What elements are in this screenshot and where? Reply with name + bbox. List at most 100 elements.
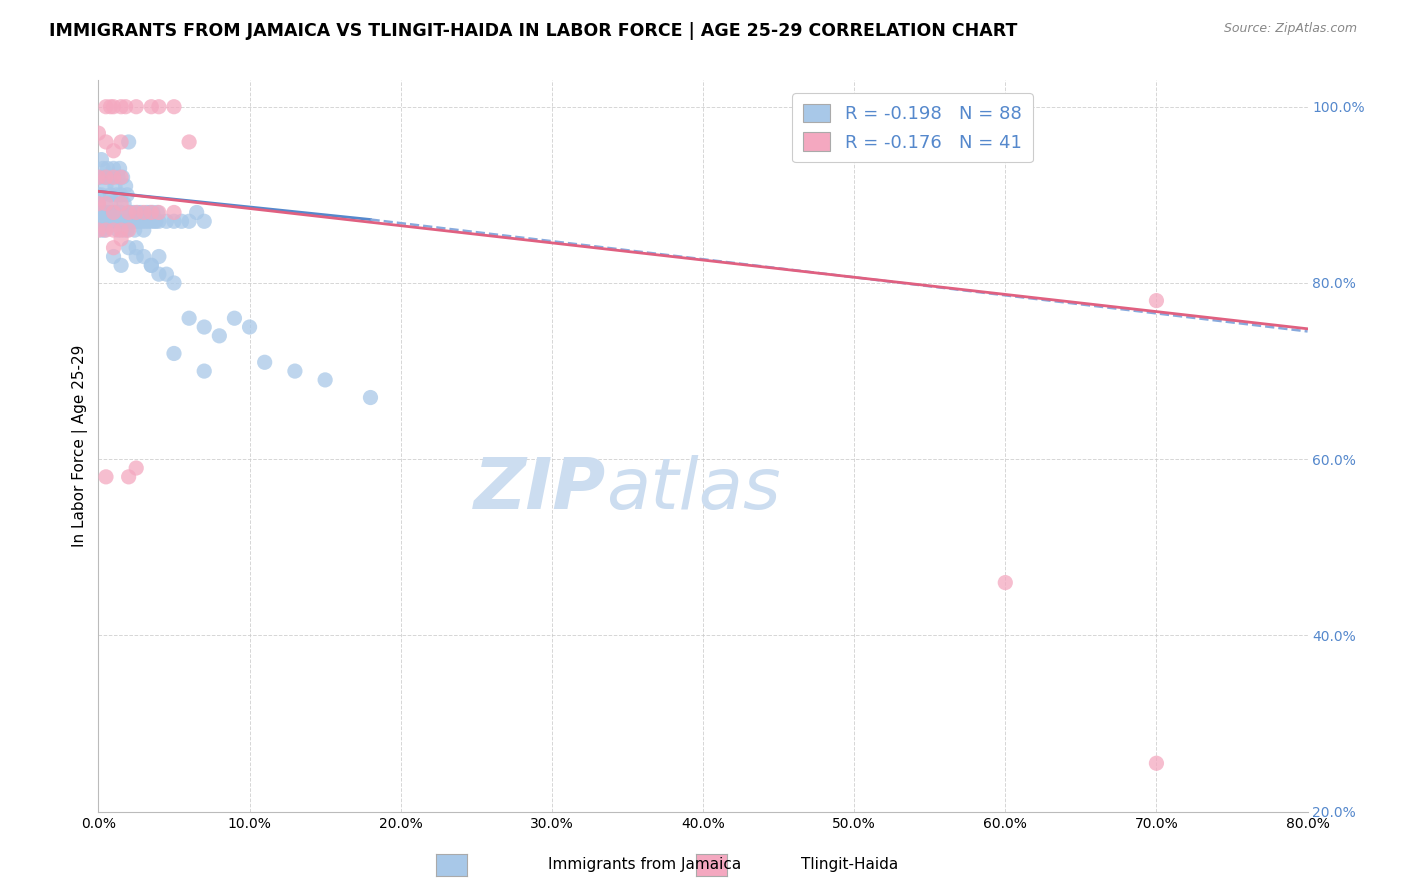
- Point: [186, 205, 208, 219]
- Text: ZIP: ZIP: [474, 456, 606, 524]
- Point: [94, 179, 117, 194]
- Point: [103, 170, 125, 185]
- Point: [110, 170, 132, 185]
- Point: [90, 223, 112, 237]
- Point: [148, 250, 170, 264]
- Point: [98, 170, 121, 185]
- Point: [125, 214, 148, 228]
- Point: [314, 373, 336, 387]
- Point: [105, 205, 128, 219]
- Point: [94, 205, 117, 219]
- Point: [155, 267, 177, 281]
- Point: [87, 196, 110, 211]
- Point: [124, 223, 146, 237]
- Point: [125, 100, 148, 114]
- Point: [94, 470, 117, 484]
- Point: [112, 196, 135, 211]
- Point: [114, 179, 136, 194]
- Point: [145, 214, 167, 228]
- Point: [87, 126, 110, 140]
- Point: [87, 196, 110, 211]
- Point: [103, 223, 125, 237]
- Point: [98, 205, 121, 219]
- Point: [125, 241, 148, 255]
- Point: [94, 196, 117, 211]
- Point: [108, 214, 131, 228]
- Point: [110, 232, 132, 246]
- Point: [1144, 756, 1167, 771]
- Point: [115, 223, 138, 237]
- Point: [118, 241, 141, 255]
- Point: [87, 170, 110, 185]
- Point: [110, 205, 132, 219]
- Point: [170, 214, 193, 228]
- Point: [132, 205, 155, 219]
- Point: [111, 214, 134, 228]
- Point: [112, 223, 135, 237]
- Point: [94, 223, 117, 237]
- Point: [143, 214, 166, 228]
- Point: [142, 205, 165, 219]
- Point: [179, 135, 201, 149]
- Point: [224, 311, 246, 326]
- Point: [100, 187, 122, 202]
- Point: [110, 187, 132, 202]
- Point: [1144, 293, 1167, 308]
- Point: [118, 223, 141, 237]
- Point: [125, 205, 148, 219]
- Point: [89, 170, 111, 185]
- Point: [148, 267, 170, 281]
- Point: [239, 320, 262, 334]
- Point: [141, 205, 163, 219]
- Point: [148, 100, 170, 114]
- Point: [139, 205, 162, 219]
- Point: [93, 214, 115, 228]
- Point: [110, 258, 132, 272]
- Point: [108, 161, 131, 176]
- Point: [110, 196, 132, 211]
- Point: [90, 153, 112, 167]
- Point: [118, 135, 141, 149]
- Point: [101, 214, 124, 228]
- Point: [87, 214, 110, 228]
- Point: [103, 100, 125, 114]
- Point: [107, 170, 129, 185]
- Point: [121, 214, 143, 228]
- Point: [179, 311, 201, 326]
- Point: [135, 205, 157, 219]
- Text: Tlingit-Haida: Tlingit-Haida: [801, 857, 898, 872]
- Point: [110, 100, 132, 114]
- Point: [360, 391, 382, 405]
- Point: [90, 187, 112, 202]
- Point: [125, 250, 148, 264]
- Point: [91, 161, 114, 176]
- Point: [122, 205, 145, 219]
- Point: [87, 187, 110, 202]
- Point: [148, 214, 170, 228]
- Point: [179, 214, 201, 228]
- Point: [96, 161, 118, 176]
- Text: atlas: atlas: [606, 456, 780, 524]
- Point: [103, 144, 125, 158]
- Point: [134, 214, 156, 228]
- Point: [193, 320, 215, 334]
- Point: [93, 170, 115, 185]
- Point: [104, 179, 127, 194]
- Point: [163, 346, 186, 360]
- Point: [163, 205, 186, 219]
- Point: [120, 205, 142, 219]
- Point: [132, 250, 155, 264]
- Point: [105, 187, 128, 202]
- Point: [94, 100, 117, 114]
- Point: [110, 223, 132, 237]
- Point: [118, 205, 141, 219]
- Y-axis label: In Labor Force | Age 25-29: In Labor Force | Age 25-29: [72, 345, 89, 547]
- Point: [208, 329, 231, 343]
- Point: [103, 205, 125, 219]
- Point: [101, 170, 124, 185]
- Point: [148, 205, 170, 219]
- Point: [110, 135, 132, 149]
- Point: [114, 214, 136, 228]
- Point: [89, 205, 111, 219]
- Point: [96, 214, 118, 228]
